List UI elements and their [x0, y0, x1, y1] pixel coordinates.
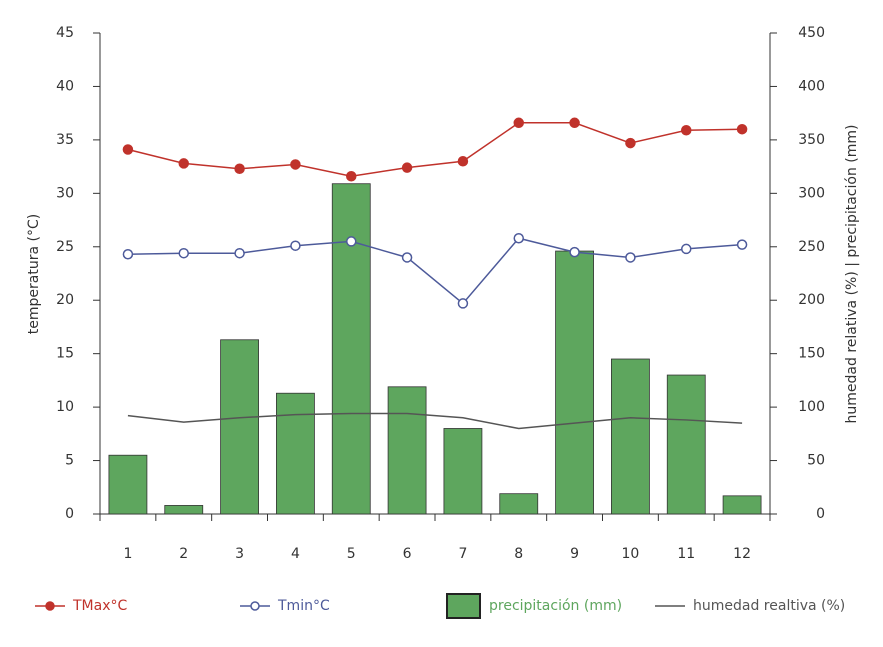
x-tick-label: 8 [514, 546, 523, 562]
y-tick-label: 20 [56, 292, 74, 308]
legend-marker [45, 601, 55, 611]
point [681, 125, 692, 136]
point [234, 247, 245, 259]
point [625, 137, 636, 149]
y-tick-label: 40 [56, 78, 74, 94]
point [625, 252, 636, 263]
point [122, 249, 134, 260]
point [736, 123, 748, 135]
y-tick-label: 5 [65, 453, 74, 469]
point [569, 117, 580, 129]
bar [722, 495, 762, 515]
x-tick-label: 4 [291, 546, 300, 562]
y-axis-label: temperatura (°C) [26, 214, 42, 334]
x-tick-label: 6 [403, 546, 412, 562]
point [401, 162, 413, 173]
bar [387, 386, 427, 515]
point [457, 156, 469, 167]
point [569, 246, 580, 258]
line [127, 122, 743, 177]
line [127, 412, 743, 430]
point [513, 232, 524, 244]
y-tick-label: 30 [56, 185, 74, 201]
point [457, 298, 469, 309]
legend-swatch [446, 593, 481, 619]
legend-label: precipitación (mm) [489, 598, 622, 614]
point [346, 236, 357, 247]
bar [164, 505, 204, 515]
legend-label: humedad realtiva (%) [693, 598, 845, 614]
line [127, 237, 743, 305]
x-tick-label: 12 [733, 546, 751, 562]
x-tick-label: 9 [570, 546, 579, 562]
bar [555, 250, 594, 515]
point [513, 117, 524, 129]
x-tick-label: 10 [622, 546, 640, 562]
point [290, 240, 301, 251]
point [122, 144, 134, 155]
y2-axis-label: humedad relativa (%) | precipitación (mm… [844, 125, 860, 424]
point [178, 158, 189, 169]
point [736, 239, 748, 250]
y2-tick-label: 150 [798, 346, 825, 362]
bar [611, 358, 650, 515]
point [234, 163, 245, 174]
legend-label: Tmin°C [277, 598, 330, 614]
y2-tick-label: 200 [798, 292, 825, 308]
y-tick-label: 15 [56, 346, 74, 362]
y2-tick-label: 400 [798, 78, 825, 94]
legend-label: TMax°C [72, 598, 127, 614]
y2-tick-label: 0 [816, 506, 825, 522]
y2-tick-label: 100 [798, 399, 825, 415]
y-tick-label: 25 [56, 239, 74, 255]
point [346, 170, 357, 182]
bar [331, 183, 371, 515]
y2-tick-label: 450 [798, 25, 825, 41]
x-tick-label: 2 [179, 546, 188, 562]
x-tick-label: 1 [123, 546, 132, 562]
bar [443, 428, 483, 515]
x-tick-label: 5 [347, 546, 356, 562]
bar [108, 454, 148, 515]
x-tick-label: 11 [677, 546, 695, 562]
y2-tick-label: 300 [798, 185, 825, 201]
bar [220, 339, 259, 515]
point [401, 252, 413, 263]
x-tick-label: 7 [458, 546, 467, 562]
x-tick-label: 3 [235, 546, 244, 562]
y-tick-label: 35 [56, 132, 74, 148]
y-tick-label: 10 [56, 399, 74, 415]
y-tick-label: 0 [65, 506, 74, 522]
y2-tick-label: 50 [807, 453, 825, 469]
y2-tick-label: 250 [798, 239, 825, 255]
point [681, 243, 692, 255]
y-tick-label: 45 [56, 25, 74, 41]
legend-marker [250, 601, 260, 611]
point [290, 159, 301, 170]
bar [666, 374, 706, 515]
y2-tick-label: 350 [798, 132, 825, 148]
bar [276, 392, 315, 515]
point [178, 247, 189, 259]
bar [499, 493, 539, 515]
